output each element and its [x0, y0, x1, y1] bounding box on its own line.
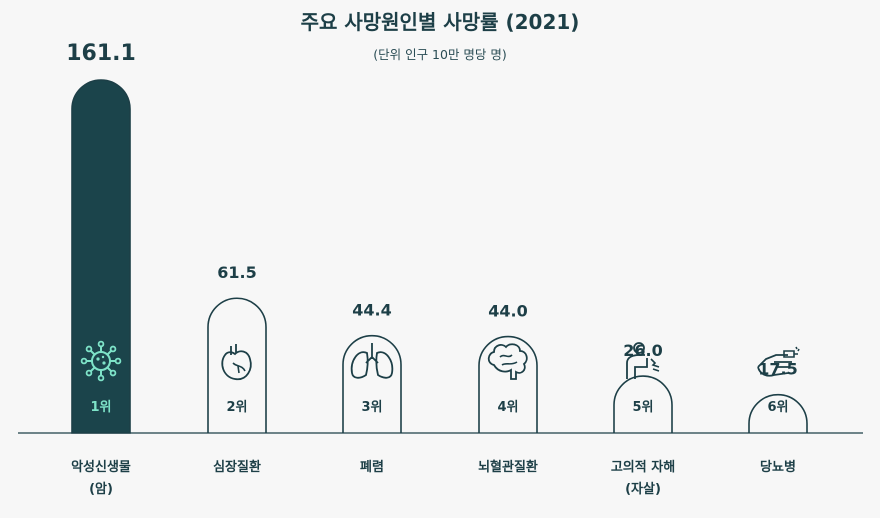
bar-5 [613, 375, 673, 433]
rank-label-3: 3위 [361, 400, 382, 415]
brain-icon [487, 343, 528, 380]
value-label-1: 161.1 [66, 41, 136, 66]
chart-title: 주요 사망원인별 사망률 (2021) [300, 10, 580, 34]
category-label-6: 당뇨병 [760, 459, 796, 475]
rank-label-5: 5위 [632, 400, 653, 415]
heart-icon [221, 344, 252, 381]
value-label-2: 61.5 [217, 263, 256, 282]
rank-label-2: 2위 [226, 400, 247, 415]
chart-subtitle: (단위 인구 10만 명당 명) [373, 47, 507, 62]
self-harm-icon [626, 342, 660, 379]
rank-label-6: 6위 [767, 400, 788, 415]
category-label-3: 폐렴 [360, 460, 384, 475]
value-label-4: 44.0 [488, 302, 527, 321]
bar-3 [342, 334, 402, 433]
bar-4 [478, 335, 538, 433]
category-label-2: 심장질환 [213, 459, 261, 475]
hand-injection-icon [757, 346, 800, 377]
lungs-icon [350, 343, 394, 379]
category-label-4: 뇌혈관질환 [478, 459, 538, 475]
category-label-5: 고의적 자해 (자살) [611, 459, 675, 497]
rank-label-4: 4위 [497, 400, 518, 415]
value-label-3: 44.4 [352, 301, 391, 320]
bar-6 [748, 393, 808, 433]
virus-icon [80, 340, 122, 382]
bar-2 [207, 297, 267, 433]
category-label-1: 악성신생물 (암) [71, 459, 131, 497]
bar-1 [71, 79, 131, 434]
rank-label-1: 1위 [90, 400, 111, 415]
